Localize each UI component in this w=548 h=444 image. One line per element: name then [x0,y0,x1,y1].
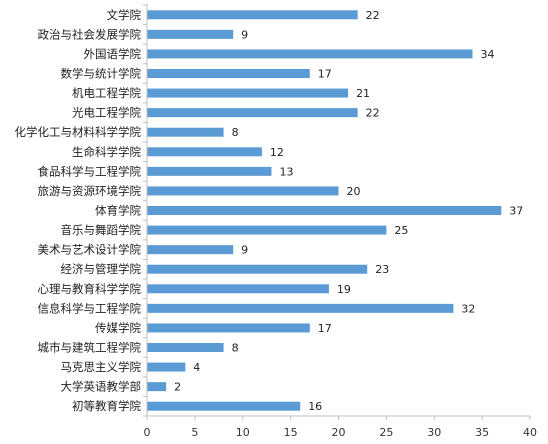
category-label: 传媒学院 [95,321,141,335]
category-label: 美术与艺术设计学院 [38,243,142,257]
category-label: 生命科学学院 [72,145,141,159]
data-label: 34 [481,48,495,61]
data-label: 16 [308,400,322,413]
data-label: 4 [193,361,200,374]
data-label: 8 [232,126,239,139]
category-label: 心理与教育科学学院 [38,282,142,296]
bar [147,264,368,274]
category-label: 经济与管理学院 [61,262,142,276]
data-label: 32 [461,302,475,315]
bar [147,245,234,255]
x-tick-label: 20 [332,426,346,439]
data-label: 19 [337,283,351,296]
category-label: 初等教育学院 [72,399,141,413]
category-label: 音乐与舞蹈学院 [61,223,142,237]
data-label: 8 [232,342,239,355]
bar [147,166,272,176]
data-label: 17 [318,68,332,81]
category-label: 马克思主义学院 [61,360,142,374]
data-label: 25 [394,224,408,237]
bar [147,225,387,235]
bar [147,284,329,294]
x-tick-label: 10 [236,426,250,439]
bar [147,49,473,59]
data-label: 20 [347,185,361,198]
data-label: 22 [366,107,380,120]
bar [147,108,358,118]
x-tick-label: 15 [284,426,298,439]
category-label: 文学院 [107,8,142,22]
category-label: 体育学院 [95,204,141,218]
x-tick-label: 30 [427,426,441,439]
category-label: 政治与社会发展学院 [38,27,142,41]
data-label: 9 [241,28,248,41]
bar [147,303,454,313]
bar [147,29,234,39]
x-tick-label: 25 [379,426,393,439]
bar [147,206,502,215]
data-label: 9 [241,244,248,257]
category-label: 大学英语教学部 [61,380,142,394]
data-label: 22 [366,9,380,22]
data-label: 13 [279,165,293,178]
bar [147,186,339,196]
category-label: 机电工程学院 [72,86,141,100]
data-label: 23 [375,263,389,276]
data-label: 17 [318,322,332,335]
bar [147,382,167,392]
bars-group [147,10,502,411]
category-label: 光电工程学院 [72,106,141,120]
category-label: 数学与统计学院 [61,67,142,81]
bar [147,147,262,157]
category-labels-group: 文学院政治与社会发展学院外国语学院数学与统计学院机电工程学院光电工程学院化学化工… [15,8,142,413]
data-label: 2 [174,381,181,394]
category-label: 信息科学与工程学院 [38,301,142,315]
data-label: 37 [509,205,523,218]
x-tick-label: 5 [191,426,198,439]
x-tick-label: 35 [475,426,489,439]
category-label: 化学化工与材料科学学院 [15,125,142,139]
x-tick-label: 0 [144,426,151,439]
value-labels-group: 22 9 34 17 21 22 8 12 13 20 37 25 9 23 19 32 17 8 42 16 [174,9,523,413]
data-label: 12 [270,146,284,159]
bar [147,362,186,372]
bar [147,343,224,352]
bar [147,127,224,137]
category-label: 外国语学院 [84,47,142,61]
axes-group: 0 5 10 15 20 25 30 35 40 [143,4,537,439]
category-label: 食品科学与工程学院 [38,164,142,178]
category-label: 城市与建筑工程学院 [38,341,142,355]
bar [147,401,301,411]
bar [147,69,310,78]
category-label: 旅游与资源环境学院 [38,184,142,198]
x-tick-label: 40 [523,426,537,439]
bar [147,10,358,20]
bar [147,88,349,98]
bar [147,323,310,333]
data-label: 21 [356,87,370,100]
